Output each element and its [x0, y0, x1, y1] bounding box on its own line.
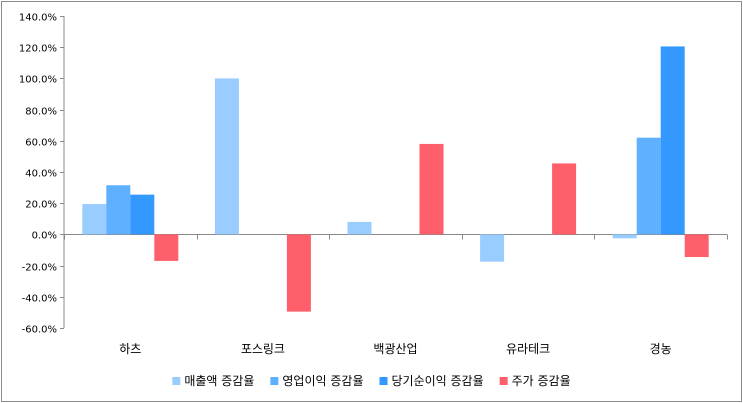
bar: [214, 78, 239, 235]
y-tick-label: 20.0%: [25, 200, 57, 211]
y-tick-label: 60.0%: [25, 138, 57, 149]
bar: [286, 234, 311, 312]
bar: [612, 234, 637, 239]
legend-swatch: [172, 377, 181, 385]
bar: [154, 234, 179, 261]
legend-swatch: [270, 377, 279, 385]
x-tick-label: 포스링크: [241, 342, 285, 356]
legend: 매출액 증감율 영업이익 증감율 당기순이익 증감율 주가 증감율: [172, 374, 571, 388]
y-tick-label: 100.0%: [19, 75, 57, 86]
bar: [347, 221, 372, 235]
y-tick-label: 80.0%: [25, 107, 57, 118]
y-tick-label: 40.0%: [25, 169, 57, 180]
bars: [82, 46, 709, 312]
y-tick-label: 140.0%: [19, 13, 57, 24]
x-tick-label: 하츠: [119, 342, 141, 356]
legend-swatch: [499, 377, 508, 385]
bar: [130, 194, 155, 235]
x-tick-label: 유라테크: [506, 342, 550, 356]
legend-swatch: [379, 377, 388, 385]
bar: [636, 137, 661, 235]
bar: [552, 163, 577, 235]
y-tick-label: 0.0%: [32, 231, 57, 242]
legend-label: 주가 증감율: [512, 374, 571, 388]
y-tick-label: -20.0%: [22, 263, 57, 274]
bar: [106, 185, 131, 235]
bar: [480, 234, 505, 262]
bar: [82, 203, 107, 235]
axes: [60, 16, 728, 329]
y-tick-label: 120.0%: [19, 44, 57, 55]
labels: -60.0% -40.0% -20.0% 0.0% 20.0% 40.0% 60.0% 80.…: [19, 13, 672, 357]
y-tick-label: -60.0%: [22, 325, 57, 336]
y-tick-label: -40.0%: [22, 294, 57, 305]
x-tick-label: 백광산업: [373, 342, 417, 356]
bar: [419, 143, 444, 235]
bar: [684, 234, 709, 258]
legend-label: 영업이익 증감율: [282, 374, 363, 388]
legend-label: 매출액 증감율: [184, 374, 254, 388]
legend-label: 당기순이익 증감율: [392, 374, 484, 388]
x-tick-label: 경농: [650, 342, 672, 356]
bar: [660, 46, 685, 235]
